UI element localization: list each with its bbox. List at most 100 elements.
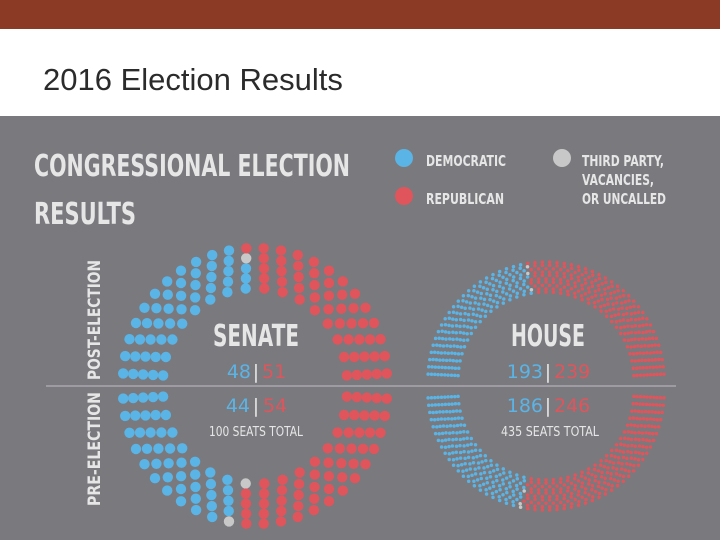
senate-pre-seat-dot	[369, 410, 380, 421]
senate-post-seat-dot	[134, 334, 146, 345]
house-post-seat-dot	[447, 316, 452, 321]
house-pre-seat-dot	[576, 479, 581, 483]
house-pre-seat-dot	[484, 488, 488, 492]
house-post-seat-dot	[626, 294, 631, 298]
house-pre-seat-dot	[604, 454, 609, 458]
house-post-seat-dot	[605, 297, 610, 302]
senate-pre-seat-dot	[375, 427, 386, 438]
house-pre-seat-dot	[511, 479, 516, 483]
house-pre-seat-dot	[584, 497, 588, 502]
house-pre-seat-dot	[465, 430, 470, 434]
house-post-seat-dot	[451, 330, 455, 334]
house-pre-seat-dot	[625, 456, 629, 461]
house-pre-seat-dot	[573, 483, 578, 488]
house-post-seat-dot	[641, 310, 645, 315]
senate-post-seat-dot	[128, 368, 139, 380]
house-pre-seat-dot	[573, 487, 577, 491]
house-pre-seat-dot	[529, 500, 534, 505]
house-post-seat-dot	[583, 292, 588, 296]
senate-pre-seat-dot	[205, 467, 216, 478]
house-pre-seat-dot	[636, 409, 641, 414]
house-pre-seat-dot	[645, 417, 649, 421]
house-post-seat-dot	[466, 318, 471, 322]
house-pre-seat-dot	[618, 449, 622, 453]
house-pre-seat-dot	[646, 424, 651, 428]
house-pre-seat-dot	[447, 451, 452, 456]
house-pre-seat-dot	[483, 454, 488, 458]
house-post-seat-dot	[468, 301, 473, 305]
house-pre-seat-dot	[461, 437, 466, 441]
senate-post-seat-dot	[309, 292, 320, 303]
house-pre-seat-dot	[529, 476, 533, 481]
house-pre-seat-dot	[636, 463, 641, 468]
house-pre-seat-dot	[618, 473, 622, 477]
senate-post-seat-dot	[118, 368, 129, 379]
house-pre-seat-dot	[430, 403, 434, 407]
house-pre-seat-dot	[491, 484, 496, 489]
house-post-seat-dot	[652, 350, 656, 355]
senate-pre-seat-dot	[118, 393, 129, 404]
house-pre-seat-dot	[641, 437, 645, 442]
house-post-seat-dot	[473, 325, 478, 330]
house-pre-seat-dot	[604, 458, 608, 463]
house-pre-seat-dot	[547, 494, 552, 499]
house-pre-seat-dot	[636, 458, 641, 462]
house-post-seat-dot	[469, 325, 473, 330]
senate-pre-seat-dot	[308, 504, 320, 516]
house-pre-seat-dot	[473, 448, 478, 452]
house-pre-seat-dot	[566, 485, 570, 490]
house-pre-seat-dot	[529, 480, 534, 484]
house-pre-seat-dot	[536, 481, 541, 485]
house-post-seat-dot	[628, 305, 633, 310]
house-pre-seat-dot	[558, 490, 563, 495]
senate-pre-seat-dot	[354, 427, 365, 438]
house-pre-seat-dot	[453, 402, 458, 406]
house-pre-seat-dot	[491, 469, 496, 473]
house-post-seat-dot	[498, 280, 502, 285]
house-pre-seat-dot	[623, 436, 627, 440]
house-pre-seat-dot	[633, 409, 638, 413]
house-pre-seat-dot	[555, 504, 559, 508]
house-post-seat-dot	[604, 309, 608, 314]
house-pre-seat-dot	[569, 505, 574, 509]
house-pre-seat-dot	[472, 484, 477, 488]
house-post-seat-dot	[586, 301, 591, 305]
senate-pre-seat-dot	[351, 391, 363, 403]
house-post-seat-dot	[447, 365, 451, 370]
house-pre-seat-dot	[518, 481, 523, 485]
legend-label-democratic: DEMOCRATIC	[426, 152, 506, 170]
house-post-seat-dot	[518, 287, 523, 291]
house-post-seat-dot	[470, 319, 474, 323]
house-post-seat-dot	[533, 264, 537, 268]
house-pre-seat-dot	[475, 478, 480, 482]
house-post-seat-dot	[478, 280, 483, 284]
house-post-seat-dot	[628, 351, 632, 356]
house-pre-seat-dot	[559, 487, 563, 491]
house-post-seat-dot	[536, 290, 541, 295]
house-post-seat-dot	[454, 359, 459, 363]
house-pre-seat-dot	[461, 474, 466, 478]
senate-post-seat-dot	[354, 334, 365, 345]
house-post-seat-dot	[460, 351, 464, 356]
senate-post-rep: 51	[262, 361, 286, 383]
house-post-seat-dot	[551, 287, 556, 291]
house-post-seat-dot	[644, 330, 649, 334]
house-post-seat-dot	[591, 273, 595, 278]
house-pre-seat-dot	[459, 462, 464, 467]
house-pre-seat-dot	[620, 462, 624, 466]
house-post-seat-dot	[455, 337, 459, 341]
house-pre-seat-dot	[631, 469, 636, 473]
house-post-seat-dot	[439, 351, 444, 355]
house-post-seat-dot	[455, 311, 459, 315]
house-pre-seat-dot	[508, 485, 512, 489]
senate-post-seat-dot	[141, 318, 153, 329]
senate-pre-seat-dot	[175, 483, 187, 495]
house-post-seat-dot	[468, 306, 472, 310]
house-pre-seat-dot	[529, 490, 534, 495]
house-post-seat-dot	[654, 336, 659, 341]
house-pre-seat-dot	[479, 476, 484, 481]
house-post-seat-dot	[633, 311, 637, 315]
house-pre-seat-dot	[608, 460, 612, 464]
house-post-seat-dot	[662, 372, 666, 376]
house-post-seat-dot	[433, 336, 438, 341]
